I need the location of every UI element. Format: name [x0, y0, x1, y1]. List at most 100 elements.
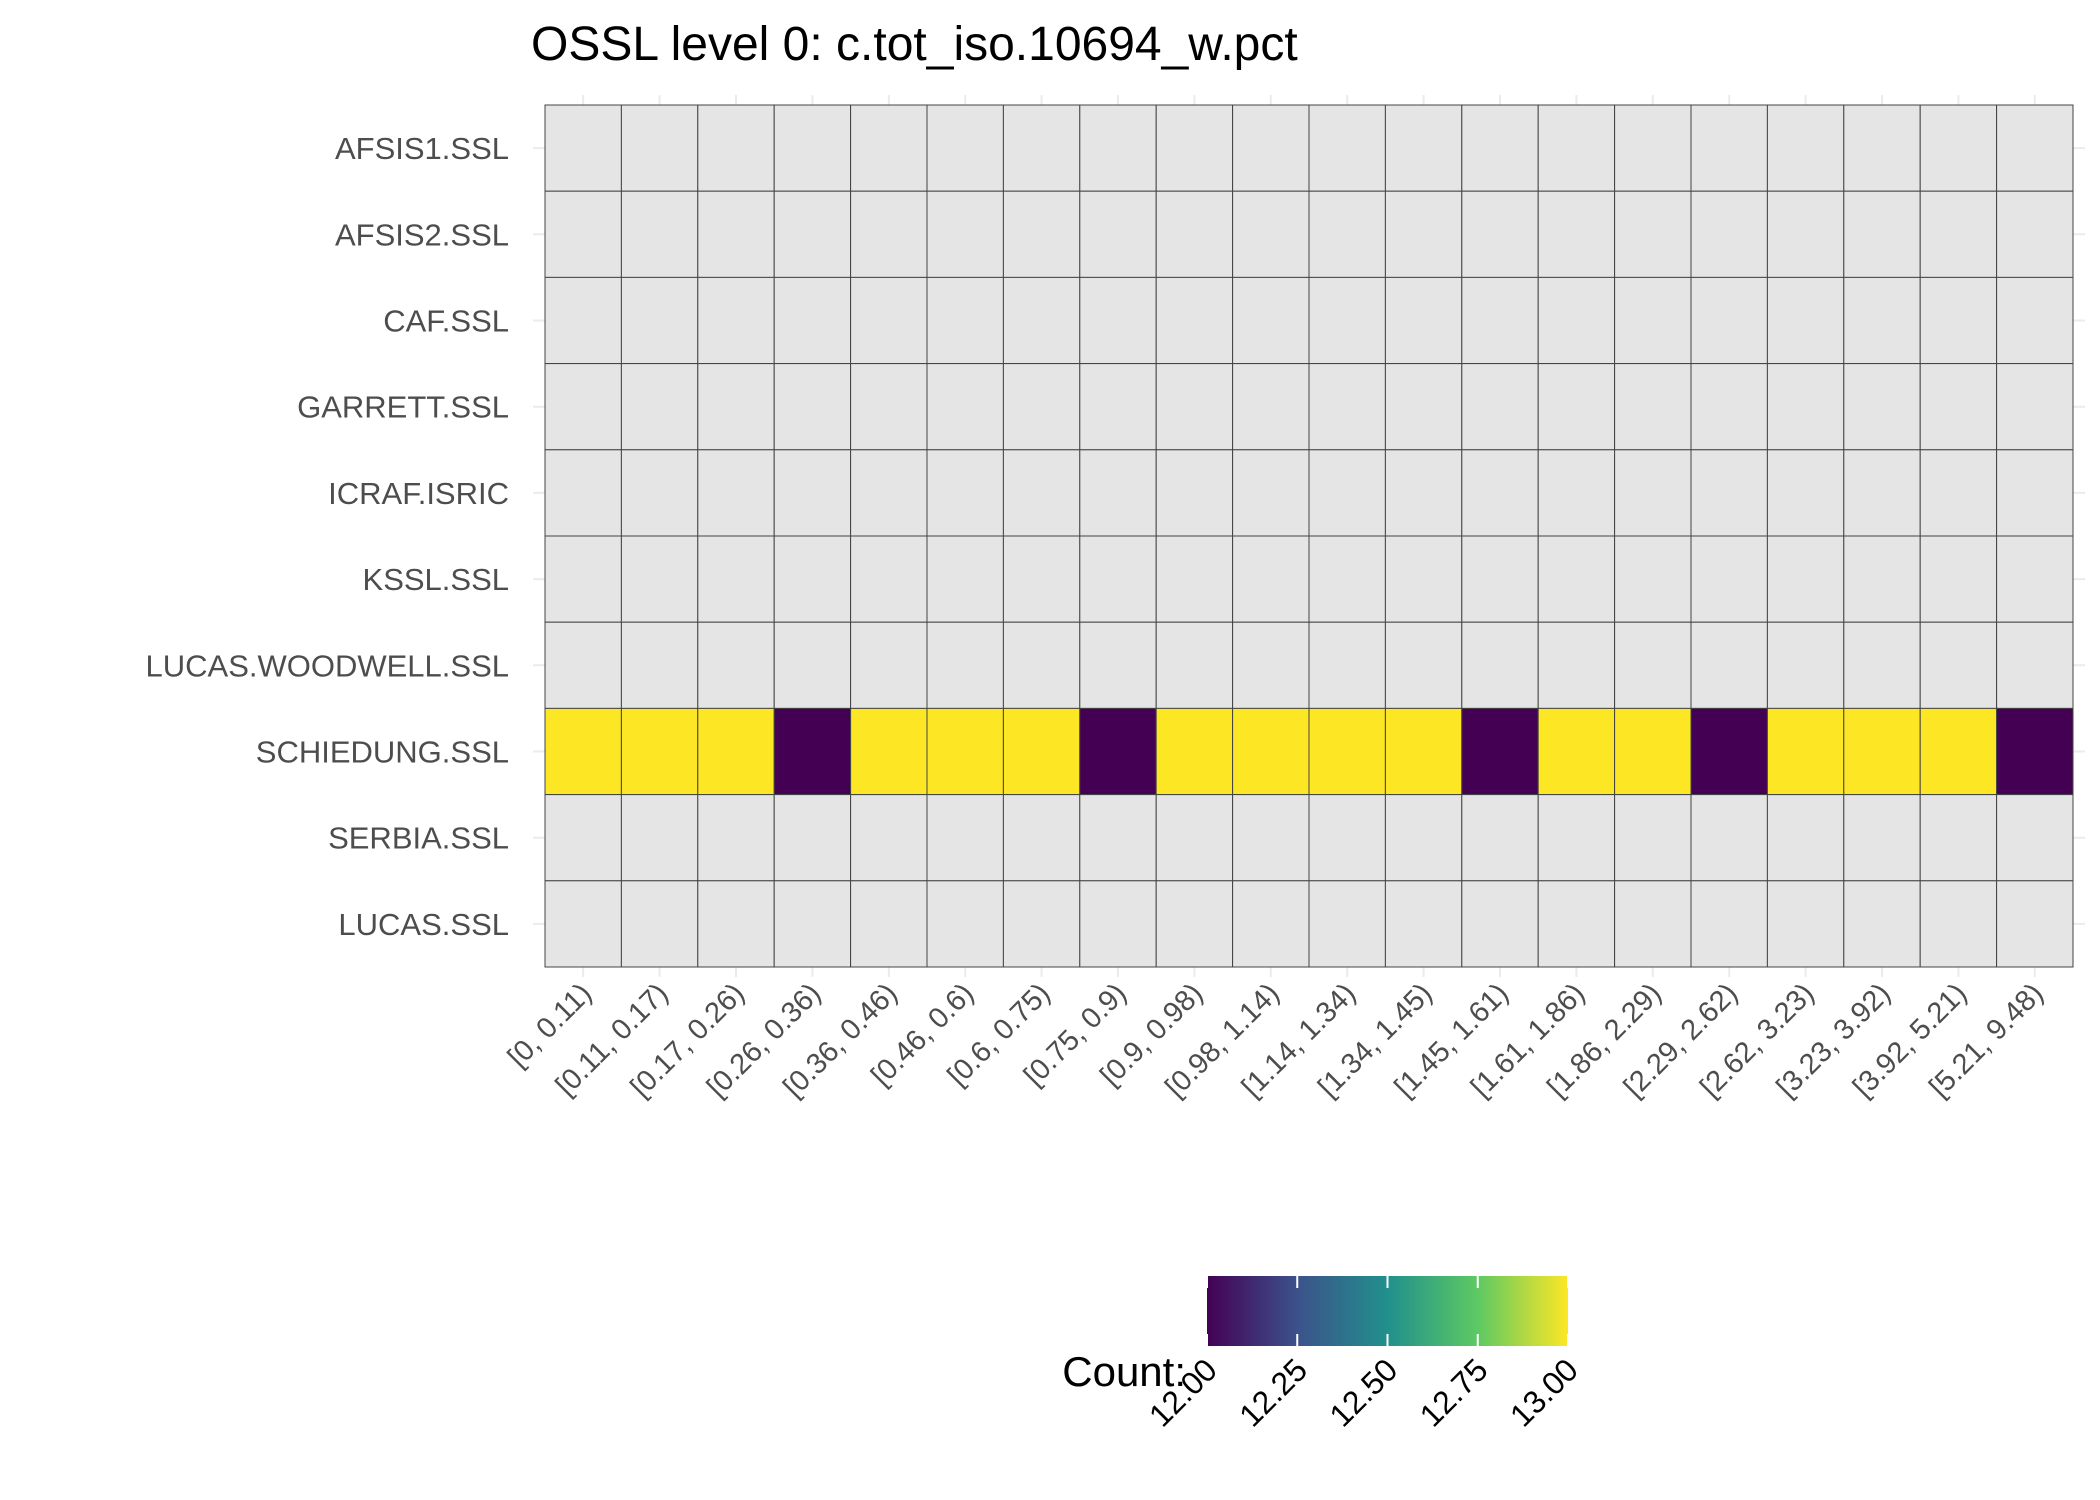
heatmap-cell — [1155, 276, 1234, 365]
heatmap-cell — [1384, 535, 1463, 623]
heatmap-cell — [1155, 363, 1234, 451]
heatmap-cell — [773, 621, 852, 709]
y-tick-label: AFSIS2.SSL — [335, 217, 509, 252]
legend-tick-label: 12.25 — [1232, 1351, 1314, 1433]
y-tick-label: CAF.SSL — [383, 304, 509, 339]
heatmap-cell — [1843, 449, 1921, 537]
heatmap-cell — [926, 449, 1004, 537]
heatmap-cell — [1155, 104, 1234, 192]
heatmap-cell — [1690, 276, 1768, 365]
heatmap-cell — [1308, 363, 1386, 451]
heatmap-cell — [1384, 276, 1463, 365]
heatmap-cell — [1843, 707, 1921, 796]
heatmap-cell — [773, 707, 852, 796]
heatmap-cell — [620, 880, 699, 968]
heatmap-cell — [1002, 104, 1081, 192]
heatmap-cell — [926, 535, 1004, 623]
heatmap-cell — [1002, 621, 1081, 709]
heatmap-cell — [1690, 621, 1768, 709]
heatmap-cell — [1232, 190, 1310, 278]
heatmap-cell — [1766, 363, 1845, 451]
heatmap-cell — [1766, 535, 1845, 623]
heatmap-cell — [1919, 880, 1998, 968]
heatmap-cell — [1690, 880, 1768, 968]
heatmap-cell — [1614, 707, 1692, 796]
heatmap-cell — [1155, 880, 1234, 968]
heatmap-cell — [1002, 276, 1081, 365]
heatmap-cell — [1614, 363, 1692, 451]
heatmap-cell — [1690, 794, 1768, 882]
heatmap-cell — [1079, 621, 1157, 709]
heatmap-cell — [773, 535, 852, 623]
heatmap-cell — [1461, 363, 1539, 451]
heatmap-cell — [850, 363, 928, 451]
heatmap-cell — [1537, 449, 1616, 537]
heatmap-cell — [1766, 449, 1845, 537]
heatmap-cell — [1384, 363, 1463, 451]
heatmap-cell — [1232, 276, 1310, 365]
heatmap-cell — [1384, 621, 1463, 709]
heatmap-cell — [1232, 621, 1310, 709]
heatmap-cell — [850, 104, 928, 192]
heatmap-cell — [773, 880, 852, 968]
heatmap-cell — [773, 363, 852, 451]
heatmap-cell — [1614, 276, 1692, 365]
heatmap-cell — [1919, 449, 1998, 537]
heatmap-cell — [1232, 363, 1310, 451]
heatmap-cell — [773, 276, 852, 365]
heatmap-cell — [1919, 794, 1998, 882]
heatmap-cell — [926, 880, 1004, 968]
heatmap-cell — [850, 190, 928, 278]
heatmap-cell — [697, 104, 775, 192]
heatmap-cell — [1002, 880, 1081, 968]
heatmap-cell — [697, 190, 775, 278]
heatmap-cell — [1614, 621, 1692, 709]
heatmap-cell — [1308, 104, 1386, 192]
heatmap-cell — [926, 190, 1004, 278]
heatmap-cell — [1461, 707, 1539, 796]
heatmap-cell — [1384, 449, 1463, 537]
heatmap-cell — [1461, 449, 1539, 537]
heatmap-cell — [926, 104, 1004, 192]
heatmap-cell — [1002, 794, 1081, 882]
heatmap-cell — [1155, 707, 1234, 796]
heatmap-cell — [1690, 535, 1768, 623]
heatmap-cell — [1996, 190, 2074, 278]
heatmap-cell — [850, 794, 928, 882]
heatmap-cell — [1537, 794, 1616, 882]
x-axis: [0, 0.11)[0.11, 0.17)[0.17, 0.26)[0.26, … — [502, 977, 2050, 1103]
heatmap-cell — [1843, 190, 1921, 278]
heatmap-cell — [1232, 104, 1310, 192]
heatmap-cell — [544, 707, 622, 796]
heatmap-cell — [1843, 880, 1921, 968]
heatmap-cell — [773, 449, 852, 537]
heatmap-cell — [1614, 794, 1692, 882]
heatmap-cell — [1614, 880, 1692, 968]
heatmap-cell — [1079, 104, 1157, 192]
heatmap-cell — [1919, 363, 1998, 451]
heatmap-cell — [620, 190, 699, 278]
heatmap-cell — [1308, 190, 1386, 278]
heatmap-cell — [544, 880, 622, 968]
heatmap-cell — [1690, 707, 1768, 796]
heatmap-cell — [1308, 707, 1386, 796]
heatmap-cell — [1461, 190, 1539, 278]
heatmap-cell — [1461, 104, 1539, 192]
heatmap-cell — [697, 276, 775, 365]
heatmap-cell — [1996, 707, 2074, 796]
heatmap-cell — [1079, 449, 1157, 537]
heatmap-cell — [1843, 621, 1921, 709]
heatmap-cell — [697, 621, 775, 709]
heatmap-cell — [1461, 621, 1539, 709]
heatmap-cell — [850, 276, 928, 365]
heatmap-cell — [620, 449, 699, 537]
heatmap-cell — [544, 363, 622, 451]
heatmap-cell — [773, 104, 852, 192]
heatmap-cell — [1766, 104, 1845, 192]
heatmap-cell — [1690, 363, 1768, 451]
y-tick-label: LUCAS.WOODWELL.SSL — [146, 648, 509, 683]
heatmap-cell — [1537, 276, 1616, 365]
heatmap-cell — [1308, 621, 1386, 709]
heatmap-cell — [1843, 104, 1921, 192]
chart-title: OSSL level 0: c.tot_iso.10694_w.pct — [531, 18, 1298, 71]
